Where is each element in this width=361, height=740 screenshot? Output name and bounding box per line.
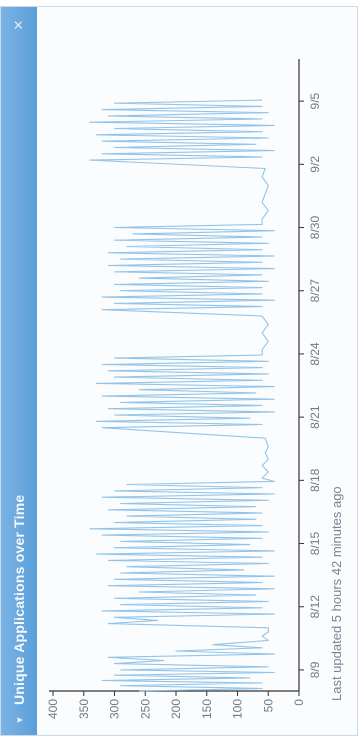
y-tick-label: 0: [292, 699, 306, 706]
y-tick-label: 400: [46, 699, 60, 719]
close-icon[interactable]: ✕: [11, 19, 26, 31]
x-tick-label: 8/24: [308, 342, 322, 366]
widget-titlebar[interactable]: ▾ Unique Applications over Time ✕: [1, 7, 37, 735]
x-axis: 8/9 8/12 8/15 8/18 8/21 8/24 8/27 8/30 9/2 9/5: [298, 59, 322, 691]
x-tick-label: 8/9: [308, 661, 322, 678]
x-tick-label: 8/21: [308, 405, 322, 429]
y-tick-label: 50: [261, 699, 275, 713]
x-tick-label: 9/2: [308, 156, 322, 173]
y-tick-label: 150: [200, 699, 214, 719]
chart-widget: ▾ Unique Applications over Time ✕ 0 50 100…: [0, 6, 358, 736]
last-updated-text: Last updated 5 hours 42 minutes ago: [329, 486, 344, 701]
widget-title: Unique Applications over Time: [11, 494, 27, 705]
x-tick-label: 8/18: [308, 468, 322, 492]
x-tick-label: 8/15: [308, 532, 322, 556]
y-tick-label: 250: [138, 699, 152, 719]
y-tick-label: 300: [108, 699, 122, 719]
x-tick-label: 9/5: [308, 92, 322, 109]
chevron-down-icon[interactable]: ▾: [13, 717, 26, 723]
y-tick-label: 100: [231, 699, 245, 719]
series-line: [89, 99, 275, 692]
y-tick-label: 200: [169, 699, 183, 719]
series-group: [89, 99, 275, 692]
x-tick-label: 8/12: [308, 595, 322, 619]
x-tick-label: 8/30: [308, 216, 322, 240]
y-tick-label: 350: [77, 699, 91, 719]
x-tick-label: 8/27: [308, 279, 322, 303]
y-axis: 0 50 100 150 200 250 300 350 400: [46, 690, 306, 719]
unique-applications-chart: 0 50 100 150 200 250 300 350 400 8/9 8/12 8/15 8/18…: [46, 59, 322, 719]
